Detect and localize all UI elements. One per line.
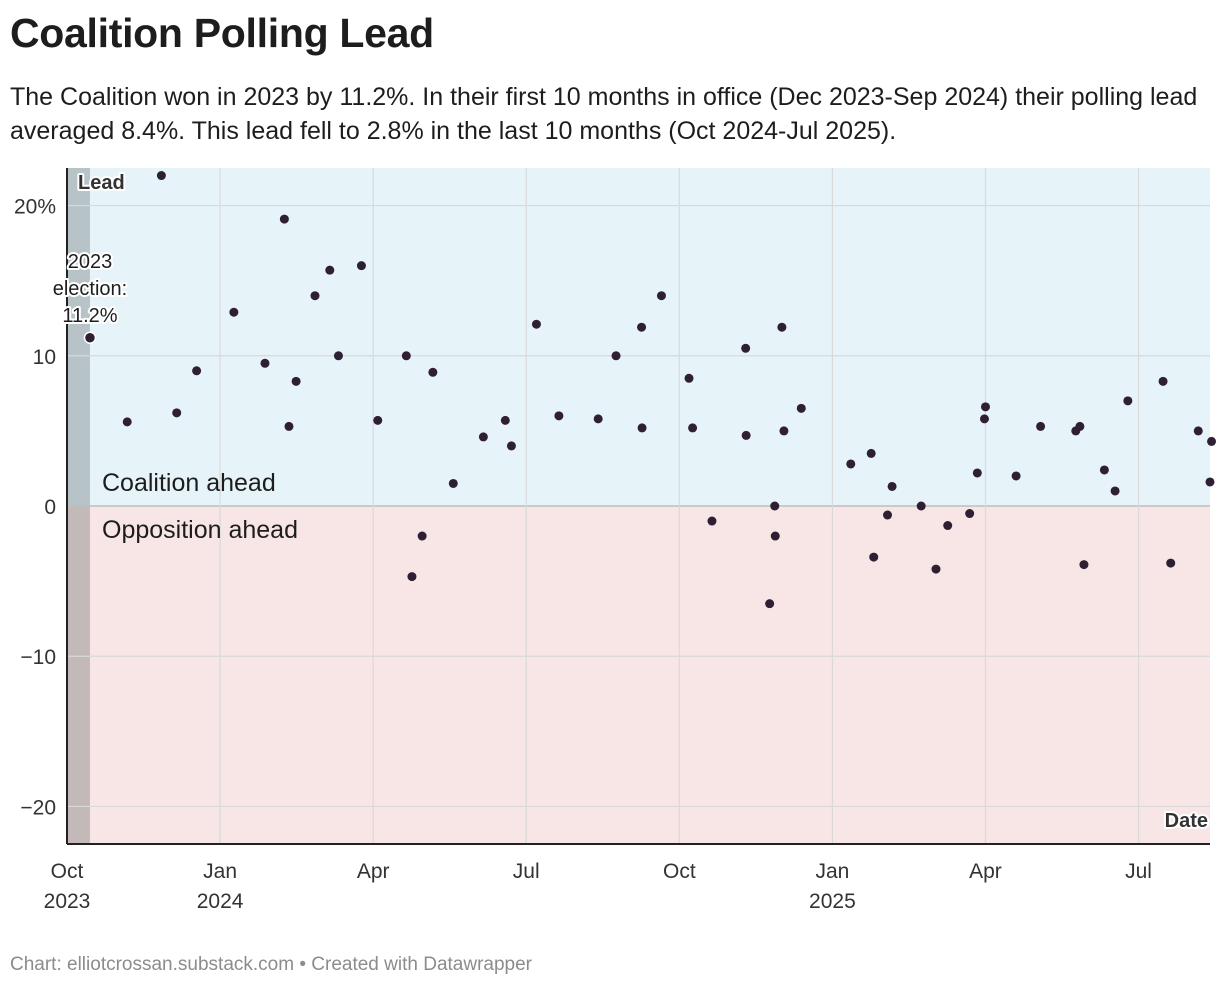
election-annotation-line: 2023: [68, 251, 113, 273]
poll-point[interactable]: [656, 291, 666, 301]
poll-point[interactable]: [279, 214, 289, 224]
poll-point[interactable]: [310, 291, 320, 301]
poll-point[interactable]: [869, 552, 879, 562]
poll-point[interactable]: [765, 599, 775, 609]
y-tick-label: 0: [44, 496, 56, 519]
poll-point[interactable]: [506, 441, 516, 451]
x-axis-title: Date: [1165, 810, 1208, 832]
poll-point[interactable]: [417, 531, 427, 541]
x-tick-year-label: 2024: [197, 890, 244, 913]
poll-point[interactable]: [284, 421, 294, 431]
poll-point[interactable]: [1158, 376, 1168, 386]
x-tick-label: Jul: [513, 860, 540, 883]
poll-point[interactable]: [866, 448, 876, 458]
x-tick-label: Jan: [815, 860, 849, 883]
poll-point[interactable]: [965, 509, 975, 519]
opposition-ahead-label: Opposition ahead: [102, 516, 298, 544]
poll-point[interactable]: [1079, 560, 1089, 570]
poll-point[interactable]: [887, 481, 897, 491]
poll-point[interactable]: [1110, 486, 1120, 496]
poll-point[interactable]: [916, 501, 926, 511]
x-tick-label: Oct: [51, 860, 84, 883]
poll-point[interactable]: [611, 351, 621, 361]
coalition-ahead-band: [67, 168, 1210, 506]
poll-point[interactable]: [770, 501, 780, 511]
poll-point[interactable]: [260, 358, 270, 368]
poll-point[interactable]: [1011, 471, 1021, 481]
x-tick-label: Jul: [1125, 860, 1152, 883]
poll-point[interactable]: [291, 376, 301, 386]
poll-point[interactable]: [448, 478, 458, 488]
poll-point[interactable]: [1166, 558, 1176, 568]
poll-point[interactable]: [325, 265, 335, 275]
poll-point[interactable]: [1207, 436, 1217, 446]
footer-credit[interactable]: Created with Datawrapper: [311, 954, 532, 975]
poll-point[interactable]: [637, 322, 647, 332]
poll-point[interactable]: [637, 423, 647, 433]
poll-point[interactable]: [684, 373, 694, 383]
poll-point[interactable]: [777, 322, 787, 332]
poll-point[interactable]: [972, 468, 982, 478]
poll-point[interactable]: [779, 426, 789, 436]
poll-point[interactable]: [707, 516, 717, 526]
coalition-ahead-label: Coalition ahead: [102, 469, 276, 497]
poll-point[interactable]: [333, 351, 343, 361]
poll-point[interactable]: [1099, 465, 1109, 475]
y-tick-label: 20%: [14, 196, 56, 219]
poll-point[interactable]: [156, 171, 166, 181]
poll-point[interactable]: [401, 351, 411, 361]
poll-point[interactable]: [796, 403, 806, 413]
poll-point[interactable]: [1036, 421, 1046, 431]
poll-point[interactable]: [428, 367, 438, 377]
y-tick-label: 10: [33, 346, 56, 369]
x-tick-label: Oct: [663, 860, 696, 883]
poll-point[interactable]: [1205, 477, 1215, 487]
poll-point[interactable]: [122, 417, 132, 427]
poll-point[interactable]: [741, 343, 751, 353]
election-annotation-line: election:: [53, 278, 128, 300]
x-tick-label: Apr: [969, 860, 1002, 883]
footer-source[interactable]: Chart: elliotcrossan.substack.com: [10, 954, 295, 975]
y-axis-title: Lead: [78, 172, 125, 194]
poll-point[interactable]: [943, 521, 953, 531]
y-tick-label: −20: [20, 796, 56, 819]
poll-point[interactable]: [373, 415, 383, 425]
x-tick-year-label: 2023: [44, 890, 91, 913]
poll-point[interactable]: [554, 411, 564, 421]
chart-title: Coalition Polling Lead: [10, 10, 434, 56]
opposition-ahead-band: [67, 506, 1210, 844]
election-result-point[interactable]: [83, 331, 97, 345]
x-tick-label: Apr: [357, 860, 390, 883]
footer-separator: •: [299, 954, 306, 975]
poll-point[interactable]: [980, 402, 990, 412]
x-tick-year-label: 2025: [809, 890, 856, 913]
poll-point[interactable]: [593, 414, 603, 424]
poll-point[interactable]: [478, 432, 488, 442]
poll-point[interactable]: [741, 430, 751, 440]
poll-point[interactable]: [172, 408, 182, 418]
poll-point[interactable]: [1123, 396, 1133, 406]
poll-point[interactable]: [500, 415, 510, 425]
poll-point[interactable]: [883, 510, 893, 520]
poll-point[interactable]: [192, 366, 202, 376]
poll-point[interactable]: [1075, 421, 1085, 431]
poll-point[interactable]: [979, 414, 989, 424]
poll-point[interactable]: [531, 319, 541, 329]
poll-point[interactable]: [846, 459, 856, 469]
poll-point[interactable]: [688, 423, 698, 433]
x-tick-label: Jan: [203, 860, 237, 883]
poll-point[interactable]: [229, 307, 239, 317]
poll-point[interactable]: [770, 531, 780, 541]
chart-footer: Chart: elliotcrossan.substack.com • Crea…: [10, 954, 532, 976]
election-annotation-line: 11.2%: [62, 305, 117, 327]
y-tick-label: −10: [20, 646, 56, 669]
poll-point[interactable]: [356, 261, 366, 271]
pre-election-band-upper: [67, 168, 90, 506]
poll-point[interactable]: [931, 564, 941, 574]
chart-subtitle: The Coalition won in 2023 by 11.2%. In t…: [10, 83, 1198, 145]
poll-point[interactable]: [407, 572, 417, 582]
scatter-chart: 20% 10 0 −10 −20 Oct 2023 Jan 2024 Apr Jul Oct Jan 20…: [14, 168, 1217, 913]
pre-election-band-lower: [67, 506, 90, 844]
poll-point[interactable]: [1193, 426, 1203, 436]
